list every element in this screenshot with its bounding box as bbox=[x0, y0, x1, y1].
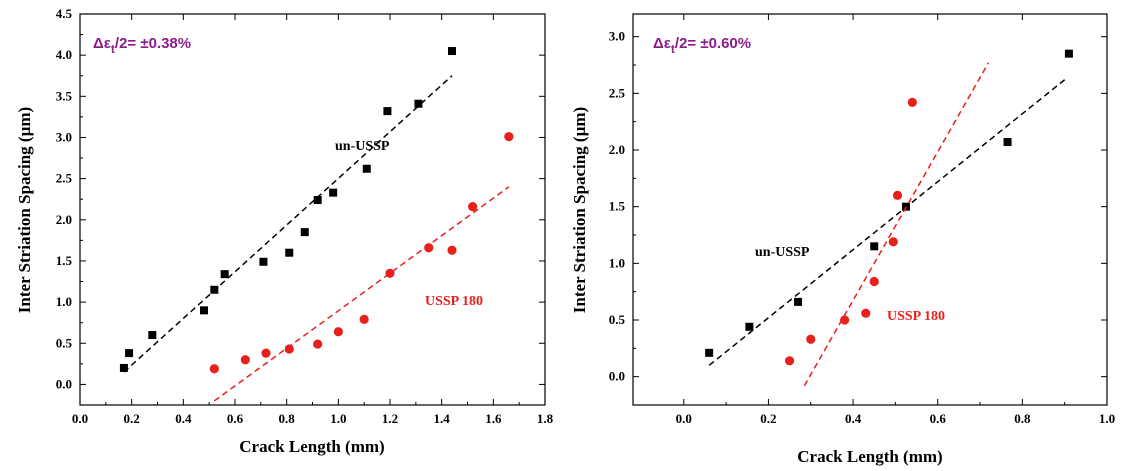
x-tick-label: 0.2 bbox=[760, 411, 776, 426]
chart-2: 0.0 0.2 0.4 0.6 0.8 1.0 0.0 0.5 1.0 1.5 2.0 2.5 3.0 C… bbox=[570, 14, 1115, 466]
data-point bbox=[334, 327, 343, 336]
y-tick-label: 0.0 bbox=[609, 369, 625, 384]
x-tick-label: 0.8 bbox=[1014, 411, 1031, 426]
series-ussp-180: USSP 180 bbox=[785, 63, 989, 386]
y-tick-label: 3.0 bbox=[56, 129, 72, 144]
x-tick-label: 0.6 bbox=[930, 411, 947, 426]
data-point bbox=[893, 191, 902, 200]
y-tick-label: 1.5 bbox=[609, 199, 626, 214]
y-tick-label: 1.0 bbox=[56, 294, 72, 309]
y-tick-label: 4.0 bbox=[56, 47, 72, 62]
plot-frame bbox=[633, 14, 1107, 405]
x-tick-label: 0.2 bbox=[124, 411, 140, 426]
fit-line bbox=[124, 76, 452, 372]
data-point bbox=[285, 344, 294, 353]
y-tick-label: 1.0 bbox=[609, 255, 625, 270]
x-tick-label: 0.6 bbox=[227, 411, 244, 426]
series-label: USSP 180 bbox=[887, 309, 945, 324]
data-point bbox=[285, 249, 293, 257]
x-tick-label: 1.6 bbox=[485, 411, 502, 426]
data-point bbox=[908, 98, 917, 107]
data-point bbox=[259, 258, 267, 266]
data-point bbox=[806, 335, 815, 344]
series-label: USSP 180 bbox=[425, 294, 483, 309]
x-axis-title: Crack Length (mm) bbox=[239, 437, 384, 456]
y-tick-label: 3.5 bbox=[56, 88, 73, 103]
data-point bbox=[447, 246, 456, 255]
y-tick-label: 3.0 bbox=[609, 29, 625, 44]
y-axis-title: Inter Striation Spacing (µm) bbox=[15, 107, 34, 313]
data-point bbox=[840, 315, 849, 324]
strain-amplitude-label: Δεt/2= ±0.60% bbox=[653, 35, 751, 56]
fit-line bbox=[804, 63, 988, 386]
data-point bbox=[745, 323, 753, 331]
data-point bbox=[210, 364, 219, 373]
y-tick-label: 0.5 bbox=[609, 312, 626, 327]
y-axis-title: Inter Striation Spacing (µm) bbox=[570, 107, 589, 313]
data-point bbox=[125, 349, 133, 357]
y-tick-label: 0.5 bbox=[56, 335, 73, 350]
data-point bbox=[870, 277, 879, 286]
x-tick-label: 0.4 bbox=[845, 411, 862, 426]
data-point bbox=[468, 202, 477, 211]
data-point bbox=[301, 228, 309, 236]
data-point bbox=[120, 364, 128, 372]
data-point bbox=[383, 107, 391, 115]
series-ussp-180: USSP 180 bbox=[210, 132, 514, 401]
x-tick-label: 0.0 bbox=[72, 411, 88, 426]
y-tick-label: 2.0 bbox=[609, 142, 625, 157]
data-point bbox=[889, 237, 898, 246]
data-point bbox=[1004, 138, 1012, 146]
series-un-ussp: un-USSP bbox=[120, 47, 456, 372]
data-point bbox=[424, 243, 433, 252]
series-label: un-USSP bbox=[335, 139, 390, 154]
y-tick-label: 0.0 bbox=[56, 376, 72, 391]
data-point bbox=[329, 189, 337, 197]
data-point bbox=[313, 339, 322, 348]
data-point bbox=[794, 298, 802, 306]
y-tick-label: 4.5 bbox=[56, 6, 73, 21]
data-point bbox=[1065, 50, 1073, 58]
x-tick-label: 1.0 bbox=[330, 411, 346, 426]
x-tick-label: 1.0 bbox=[1099, 411, 1115, 426]
x-tick-label: 0.0 bbox=[676, 411, 692, 426]
y-tick-label: 2.5 bbox=[609, 85, 626, 100]
data-point bbox=[314, 196, 322, 204]
series-label: un-USSP bbox=[755, 245, 810, 260]
x-tick-label: 1.8 bbox=[537, 411, 554, 426]
data-point bbox=[705, 349, 713, 357]
data-point bbox=[414, 100, 422, 108]
data-point bbox=[360, 315, 369, 324]
y-tick-label: 1.5 bbox=[56, 253, 73, 268]
data-point bbox=[448, 47, 456, 55]
data-point bbox=[861, 309, 870, 318]
x-tick-label: 0.4 bbox=[175, 411, 192, 426]
data-point bbox=[385, 269, 394, 278]
y-tick-label: 2.0 bbox=[56, 212, 72, 227]
data-point bbox=[363, 165, 371, 173]
data-point bbox=[210, 286, 218, 294]
data-point bbox=[504, 132, 513, 141]
x-axis-title: Crack Length (mm) bbox=[797, 447, 942, 466]
data-point bbox=[785, 356, 794, 365]
y-tick-label: 2.5 bbox=[56, 171, 73, 186]
x-tick-label: 0.8 bbox=[279, 411, 296, 426]
x-tick-label: 1.4 bbox=[434, 411, 451, 426]
data-point bbox=[200, 306, 208, 314]
data-point bbox=[241, 355, 250, 364]
data-point bbox=[148, 331, 156, 339]
chart-1: 0.0 0.2 0.4 0.6 0.8 1.0 1.2 1.4 1.6 1.8 0.0 0.5 1.0 1… bbox=[15, 6, 554, 456]
x-tick-label: 1.2 bbox=[382, 411, 398, 426]
data-point bbox=[261, 349, 270, 358]
data-point bbox=[870, 242, 878, 250]
strain-amplitude-label: Δεt/2= ±0.38% bbox=[93, 35, 191, 56]
data-point bbox=[221, 270, 229, 278]
